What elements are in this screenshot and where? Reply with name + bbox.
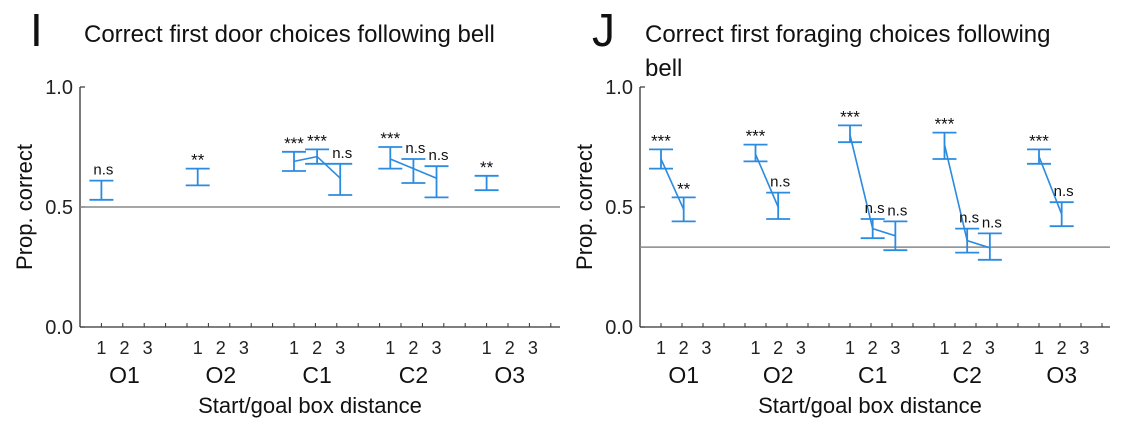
significance-label: *** — [935, 115, 955, 134]
chart-title-j-line2: bell — [645, 55, 682, 82]
y-tick-label: 1.0 — [45, 77, 73, 99]
x-tick-label: 1 — [385, 338, 395, 358]
y-tick-label: 0.5 — [605, 197, 633, 219]
y-tick-label: 0.0 — [45, 317, 73, 339]
data-marks-i: n.s***** ***n.s***n.s n.s** — [89, 129, 499, 201]
x-tick-label: 1 — [1034, 338, 1044, 358]
significance-label: *** — [840, 107, 860, 126]
x-tick-label: 2 — [120, 338, 130, 358]
x-tick-label: 2 — [1057, 338, 1067, 358]
x-tick-label: 2 — [679, 338, 689, 358]
chart-title-i: Correct first door choices following bel… — [84, 21, 495, 48]
significance-label: n.s — [429, 147, 449, 164]
x-tick-label: 3 — [1079, 338, 1089, 358]
significance-label: n.s — [770, 174, 790, 191]
significance-label: ** — [191, 151, 205, 170]
x-tick-label: 2 — [408, 338, 418, 358]
x-tick-label: 2 — [868, 338, 878, 358]
significance-label: ** — [480, 158, 494, 177]
group-label-c2: C2 — [952, 362, 981, 388]
panel-i: I Correct first door choices following b… — [12, 4, 560, 418]
y-axis-label-i: Prop. correct — [12, 144, 37, 270]
significance-label: *** — [307, 131, 327, 150]
significance-label: n.s — [959, 210, 979, 227]
group-label-o1: O1 — [109, 362, 140, 388]
significance-label: *** — [746, 127, 766, 146]
x-axis-label-j: Start/goal box distance — [758, 393, 982, 418]
x-tick-label: 2 — [312, 338, 322, 358]
x-tick-label: 2 — [773, 338, 783, 358]
group-label-o3: O3 — [1046, 362, 1077, 388]
x-tick-label: 1 — [845, 338, 855, 358]
y-tick-label: 0.5 — [45, 197, 73, 219]
significance-label: n.s — [865, 200, 885, 217]
x-tick-label: 1 — [193, 338, 203, 358]
significance-label: n.s — [1054, 183, 1074, 200]
group-label-o2: O2 — [205, 362, 236, 388]
x-tick-label: 3 — [432, 338, 442, 358]
group-label-o1: O1 — [668, 362, 699, 388]
y-axis-label-j: Prop. correct — [572, 144, 597, 270]
x-tick-label: 3 — [701, 338, 711, 358]
x-tick-label: 3 — [528, 338, 538, 358]
significance-label: n.s — [982, 214, 1002, 231]
significance-label: *** — [1029, 131, 1049, 150]
x-tick-label: 2 — [216, 338, 226, 358]
significance-label: ** — [677, 179, 691, 198]
series-line-o2 — [754, 153, 779, 208]
group-label-c1: C1 — [858, 362, 887, 388]
group-label-c2: C2 — [399, 362, 428, 388]
significance-label: n.s — [405, 140, 425, 157]
group-label-c1: C1 — [302, 362, 331, 388]
significance-label: *** — [284, 134, 304, 153]
x-tick-label: 1 — [482, 338, 492, 358]
x-tick-label: 3 — [985, 338, 995, 358]
x-tick-label: 1 — [656, 338, 666, 358]
x-tick-label: 1 — [289, 338, 299, 358]
series-line-o1 — [660, 158, 685, 210]
panel-j: J Correct first foraging choices followi… — [572, 4, 1110, 418]
group-label-o3: O3 — [494, 362, 525, 388]
x-tick-label: 3 — [239, 338, 249, 358]
group-label-o2: O2 — [763, 362, 794, 388]
data-marks-j: ********n.s***n.s n.s***n.s n.s***n.s — [649, 107, 1074, 261]
x-axis-label-i: Start/goal box distance — [198, 393, 422, 418]
panel-letter-i: I — [30, 4, 43, 56]
x-tick-label: 1 — [939, 338, 949, 358]
chart-title-j-line1: Correct first foraging choices following — [645, 21, 1051, 48]
y-tick-label: 1.0 — [605, 77, 633, 99]
x-tick-label: 1 — [750, 338, 760, 358]
x-tick-label: 1 — [96, 338, 106, 358]
x-tick-label: 2 — [505, 338, 515, 358]
significance-label: n.s — [93, 162, 113, 179]
x-tick-label: 3 — [890, 338, 900, 358]
significance-label: n.s — [887, 202, 907, 219]
x-tick-label: 3 — [335, 338, 345, 358]
significance-label: *** — [380, 129, 400, 148]
x-tick-label: 3 — [796, 338, 806, 358]
x-tick-label: 3 — [143, 338, 153, 358]
x-tick-label: 2 — [962, 338, 972, 358]
series-line-o3 — [1038, 156, 1063, 215]
y-tick-label: 0.0 — [605, 317, 633, 339]
panel-letter-j: J — [592, 4, 615, 56]
significance-label: *** — [651, 131, 671, 150]
significance-label: n.s — [332, 145, 352, 162]
